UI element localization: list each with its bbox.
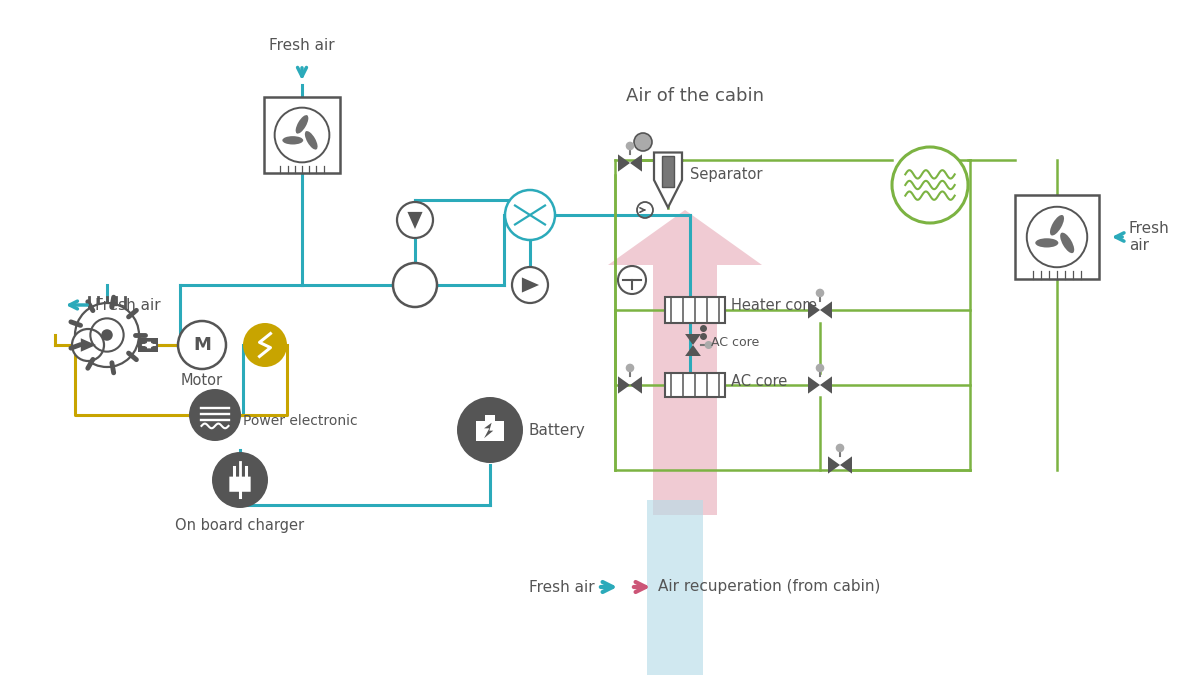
Polygon shape xyxy=(607,500,743,675)
Polygon shape xyxy=(685,334,701,345)
Polygon shape xyxy=(840,456,852,474)
Polygon shape xyxy=(808,377,820,394)
FancyBboxPatch shape xyxy=(476,421,504,441)
Polygon shape xyxy=(618,377,630,394)
Circle shape xyxy=(178,321,226,369)
Circle shape xyxy=(512,267,548,303)
Circle shape xyxy=(618,266,646,294)
FancyBboxPatch shape xyxy=(665,297,725,323)
Ellipse shape xyxy=(282,136,304,144)
Polygon shape xyxy=(484,423,493,438)
Ellipse shape xyxy=(305,131,318,150)
Text: Motor: Motor xyxy=(181,373,223,388)
Circle shape xyxy=(626,364,634,371)
Text: Air of the cabin: Air of the cabin xyxy=(626,87,764,105)
Circle shape xyxy=(626,142,634,150)
Text: AC core: AC core xyxy=(731,373,787,389)
Ellipse shape xyxy=(295,115,308,134)
Polygon shape xyxy=(828,456,840,474)
Text: On board charger: On board charger xyxy=(175,518,305,533)
Text: Separator: Separator xyxy=(690,167,762,182)
Polygon shape xyxy=(522,277,539,292)
FancyBboxPatch shape xyxy=(264,97,340,173)
Text: Heater core: Heater core xyxy=(731,298,817,313)
FancyBboxPatch shape xyxy=(485,415,494,421)
Polygon shape xyxy=(630,377,642,394)
FancyBboxPatch shape xyxy=(1015,195,1099,279)
FancyBboxPatch shape xyxy=(138,338,158,352)
Ellipse shape xyxy=(1050,215,1064,236)
Circle shape xyxy=(72,329,104,361)
Text: Fresh air: Fresh air xyxy=(529,580,595,595)
Circle shape xyxy=(190,389,241,441)
Circle shape xyxy=(242,323,287,367)
Ellipse shape xyxy=(1060,233,1074,253)
Text: Fresh air: Fresh air xyxy=(269,38,335,53)
Circle shape xyxy=(74,303,139,367)
Polygon shape xyxy=(608,210,762,515)
Circle shape xyxy=(816,290,823,296)
Polygon shape xyxy=(685,345,701,356)
Circle shape xyxy=(397,202,433,238)
Circle shape xyxy=(892,147,968,223)
Circle shape xyxy=(394,263,437,307)
Circle shape xyxy=(212,452,268,508)
Ellipse shape xyxy=(1036,238,1058,248)
Polygon shape xyxy=(618,155,630,171)
Circle shape xyxy=(836,444,844,452)
Circle shape xyxy=(706,342,712,348)
Polygon shape xyxy=(80,338,96,352)
FancyBboxPatch shape xyxy=(229,477,251,492)
Polygon shape xyxy=(820,377,832,394)
Circle shape xyxy=(634,133,652,151)
FancyBboxPatch shape xyxy=(665,373,725,397)
Text: Fresh air: Fresh air xyxy=(95,298,161,313)
Polygon shape xyxy=(820,301,832,319)
Circle shape xyxy=(505,190,554,240)
Circle shape xyxy=(816,364,823,371)
Text: M: M xyxy=(193,336,211,354)
Circle shape xyxy=(101,329,113,341)
Text: Fresh
air: Fresh air xyxy=(1129,221,1170,253)
Circle shape xyxy=(457,397,523,463)
Text: Air recuperation (from cabin): Air recuperation (from cabin) xyxy=(658,580,881,595)
Polygon shape xyxy=(408,212,422,229)
Polygon shape xyxy=(654,153,682,207)
Text: Power electronic: Power electronic xyxy=(242,414,358,428)
FancyBboxPatch shape xyxy=(662,157,674,186)
Polygon shape xyxy=(808,301,820,319)
Polygon shape xyxy=(630,155,642,171)
Text: AC core: AC core xyxy=(710,337,760,350)
Text: Battery: Battery xyxy=(528,423,584,437)
